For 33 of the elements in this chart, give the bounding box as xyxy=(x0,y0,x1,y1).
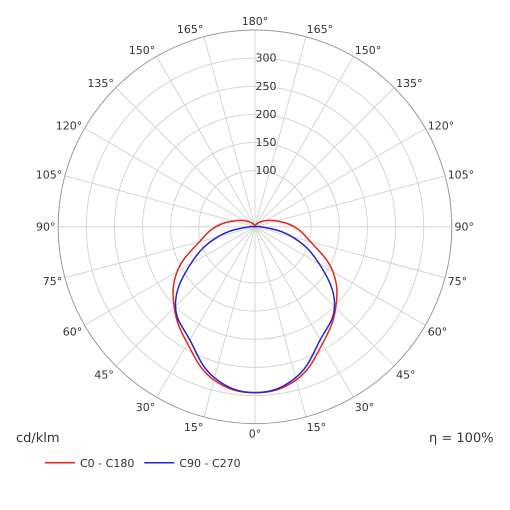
spoke-label: 15° xyxy=(306,421,326,434)
spoke-label: 60° xyxy=(62,325,82,338)
spoke-label: 90° xyxy=(454,220,474,234)
legend-label: C0 - C180 xyxy=(80,456,134,470)
y-tick-label: 150 xyxy=(256,136,276,150)
spoke-label: 15° xyxy=(184,421,204,434)
spoke-label: 90° xyxy=(36,220,56,234)
spoke-label: 75° xyxy=(448,275,468,288)
spoke-label: 45° xyxy=(396,368,416,382)
spoke-label: 105° xyxy=(36,168,62,182)
spoke-label: 30° xyxy=(136,401,156,414)
spoke-label: 105° xyxy=(448,168,474,182)
spoke-label: 120° xyxy=(428,119,454,132)
spoke-label: 165° xyxy=(306,22,334,36)
spoke-label: 30° xyxy=(354,401,374,414)
y-tick-label: 300 xyxy=(256,52,276,65)
legend-label: C90 - C270 xyxy=(179,456,241,470)
y-tick-label: 200 xyxy=(256,108,276,121)
spoke-label: 120° xyxy=(56,119,82,132)
spoke-label: 0° xyxy=(248,427,262,440)
y-tick-label: 250 xyxy=(256,80,276,93)
spoke-label: 60° xyxy=(428,325,448,338)
spoke-label: 165° xyxy=(176,22,204,36)
y-tick-label: 100 xyxy=(256,164,276,178)
spoke-label: 135° xyxy=(87,76,114,90)
spoke-label: 75° xyxy=(42,275,62,288)
spoke-label: 150° xyxy=(354,44,382,58)
spoke-label: 45° xyxy=(94,368,114,382)
text: cd/klm xyxy=(16,431,60,446)
text: η = 100% xyxy=(429,431,494,446)
spoke-label: 180° xyxy=(242,15,268,28)
spoke-label: 135° xyxy=(396,76,423,90)
spoke-label: 150° xyxy=(128,44,156,58)
